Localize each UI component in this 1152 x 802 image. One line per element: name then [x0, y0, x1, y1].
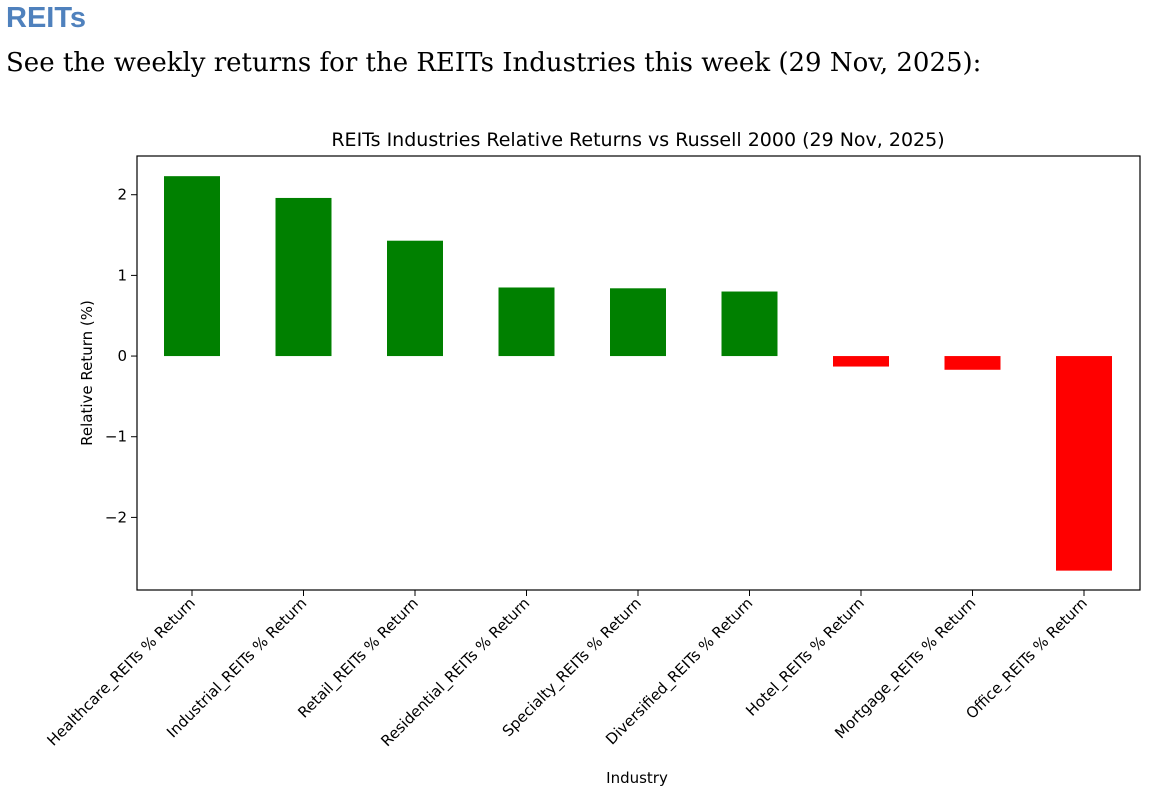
x-tick-label: Retail_REITs % Return [294, 594, 422, 722]
x-axis-label: Industry [606, 769, 668, 787]
y-axis: 2 1 0 −1 −2 [105, 186, 137, 526]
bar-3 [498, 287, 555, 357]
bar-8 [1056, 356, 1112, 571]
bars-group [164, 176, 1112, 571]
bar-5 [721, 291, 778, 357]
y-tick-label: 1 [117, 266, 127, 284]
y-axis-label: Relative Return (%) [78, 300, 96, 446]
y-tick-label: 2 [117, 186, 127, 204]
x-tick-label: Hotel_REITs % Return [742, 594, 868, 720]
x-tick-label: Office_REITs % Return [962, 594, 1091, 723]
y-tick-label: −2 [105, 508, 127, 526]
bar-4 [610, 288, 666, 357]
intro-text: See the weekly returns for the REITs Ind… [6, 48, 982, 78]
bar-7 [944, 356, 1001, 370]
section-heading: REITs [6, 2, 87, 34]
y-tick-label: 0 [117, 347, 127, 365]
bar-0 [164, 176, 220, 357]
x-axis: Healthcare_REITs % ReturnIndustrial_REIT… [44, 590, 1092, 751]
bar-2 [387, 240, 443, 357]
bar-1 [275, 197, 332, 357]
bar-6 [833, 356, 889, 367]
chart-title: REITs Industries Relative Returns vs Rus… [331, 129, 944, 151]
y-tick-label: −1 [105, 428, 127, 446]
